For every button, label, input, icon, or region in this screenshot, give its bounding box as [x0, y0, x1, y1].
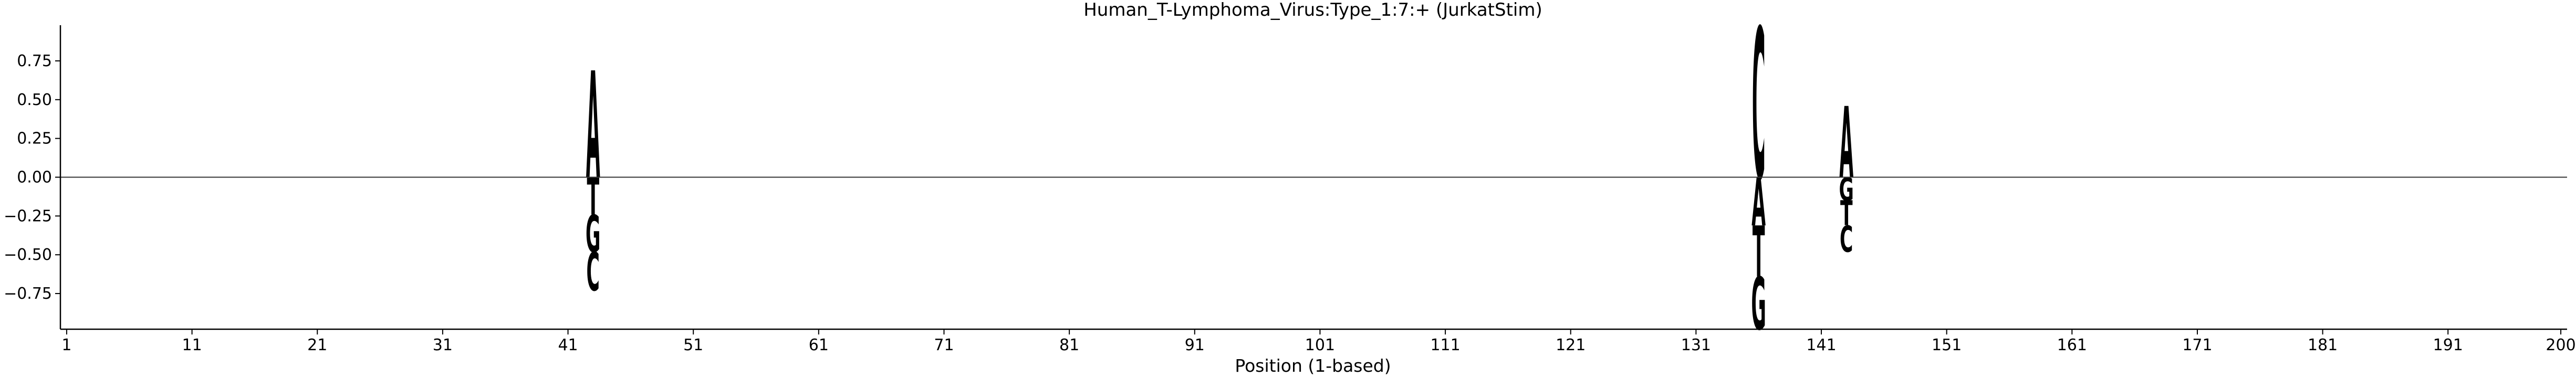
x-tick-label: 31 — [433, 336, 453, 354]
x-tick-label: 151 — [1932, 336, 1962, 354]
y-tick-label: 0.25 — [17, 130, 52, 148]
x-tick-label: 161 — [2057, 336, 2087, 354]
x-tick-label: 41 — [558, 336, 578, 354]
x-axis-label: Position (1-based) — [1235, 355, 1391, 376]
x-tick-label: 81 — [1059, 336, 1079, 354]
x-tick-label: 200 — [2546, 336, 2575, 354]
x-tick-label: 191 — [2433, 336, 2463, 354]
y-tick-label: 0.50 — [17, 91, 52, 109]
y-tick-label: −0.25 — [4, 207, 52, 225]
x-tick-label: 21 — [307, 336, 327, 354]
x-tick-label: 51 — [683, 336, 703, 354]
x-tick-label: 171 — [2182, 336, 2212, 354]
x-tick-label: 121 — [1556, 336, 1586, 354]
x-tick-label: 181 — [2308, 336, 2338, 354]
logo-letter-a: A — [1839, 87, 1853, 201]
x-tick-label: 131 — [1681, 336, 1711, 354]
y-tick-label: 0.00 — [17, 169, 52, 187]
x-tick-label: 111 — [1430, 336, 1460, 354]
logo-letter-c: C — [1840, 218, 1853, 260]
x-axis-ticks: 1 11 21 31 41 51 61 71 81 91 101 111 121 131 141 151 161… — [61, 329, 2576, 354]
y-tick-label: −0.75 — [4, 285, 52, 303]
chart-title: Human_T-Lymphoma_Virus:Type_1:7:+ (Jurka… — [1083, 0, 1542, 20]
y-axis-ticks: −0.75 −0.50 −0.25 0.00 0.25 0.50 0.75 — [4, 52, 60, 303]
x-tick-label: 61 — [809, 336, 829, 354]
x-tick-label: 141 — [1806, 336, 1836, 354]
logo-letter-a: A — [586, 41, 600, 212]
logo-letter-c: C — [1752, 0, 1765, 226]
y-tick-label: 0.75 — [17, 52, 52, 70]
logo-letter-g: G — [1751, 262, 1766, 346]
x-tick-label: 71 — [934, 336, 954, 354]
x-tick-label: 11 — [182, 336, 202, 354]
logo-letter-t: T — [587, 167, 599, 227]
x-tick-label: 101 — [1305, 336, 1335, 354]
logo-letter-g: G — [586, 205, 600, 264]
logo-letter-t: T — [1840, 194, 1853, 234]
y-tick-label: −0.50 — [4, 246, 52, 264]
logo-letter-c: C — [587, 241, 600, 303]
x-tick-label: 91 — [1185, 336, 1205, 354]
x-tick-label: 1 — [61, 336, 71, 354]
logo-letter-t: T — [1753, 212, 1765, 294]
